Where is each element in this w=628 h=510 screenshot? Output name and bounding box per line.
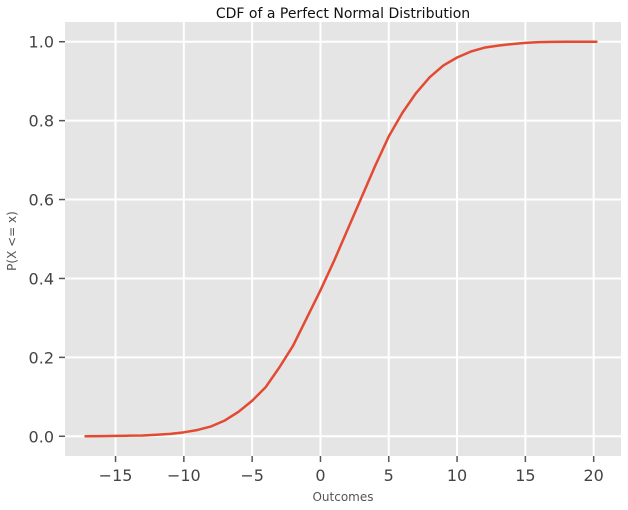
x-tick-label: −5 bbox=[240, 466, 264, 485]
y-tick-label: 0.4 bbox=[29, 269, 54, 288]
x-tick-label: 15 bbox=[515, 466, 535, 485]
x-tick-label: 0 bbox=[315, 466, 325, 485]
x-tick-label: 10 bbox=[447, 466, 467, 485]
y-tick-label: 1.0 bbox=[29, 33, 54, 52]
y-tick-label: 0.0 bbox=[29, 427, 54, 446]
chart-title: CDF of a Perfect Normal Distribution bbox=[216, 6, 470, 22]
grid-layer bbox=[65, 22, 621, 456]
x-tick-label: −10 bbox=[167, 466, 201, 485]
line-layer bbox=[84, 40, 598, 438]
ticks-layer: −15 −10 −5 0 5 10 15 20 0.0 0.2 0.4 0.6 0.8 1.0 bbox=[29, 33, 604, 485]
x-tick-label: 5 bbox=[384, 466, 394, 485]
y-tick-label: 0.6 bbox=[29, 191, 54, 210]
y-tick-label: 0.8 bbox=[29, 112, 54, 131]
x-tick-label: −15 bbox=[99, 466, 133, 485]
cdf-line bbox=[84, 40, 598, 438]
x-axis-label: Outcomes bbox=[312, 490, 373, 504]
y-axis-label: P(X <= x) bbox=[5, 211, 19, 271]
x-tick-label: 20 bbox=[583, 466, 603, 485]
y-tick-label: 0.2 bbox=[29, 348, 54, 367]
